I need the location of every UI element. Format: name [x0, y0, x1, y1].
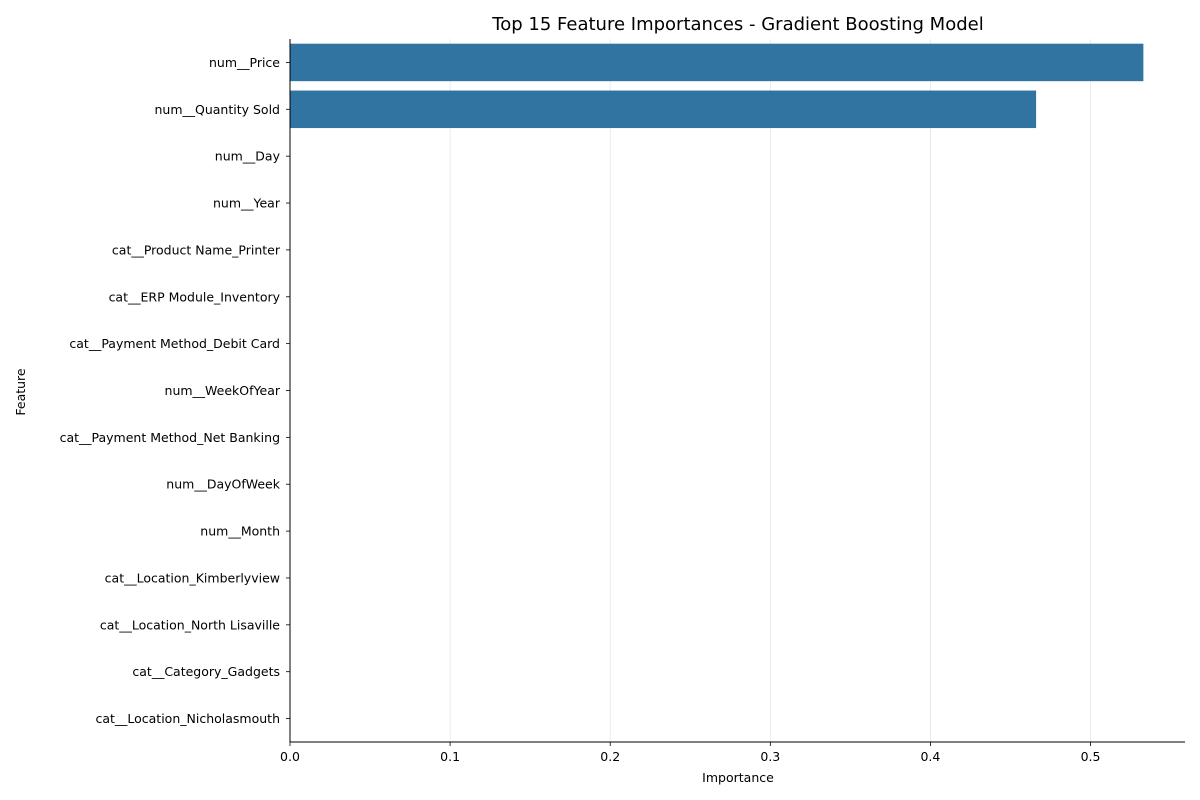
- y-tick-label: cat__Location_North Lisaville: [100, 617, 280, 632]
- y-tick-label: cat__Product Name_Printer: [112, 242, 281, 257]
- x-tick-label: 0.1: [440, 749, 460, 764]
- y-tick-label: num__Price: [209, 55, 280, 70]
- x-axis-label: Importance: [702, 770, 774, 785]
- y-tick-label: cat__Location_Nicholasmouth: [95, 711, 280, 726]
- y-tick-label: num__Quantity Sold: [154, 102, 280, 117]
- y-tick-label: num__DayOfWeek: [166, 477, 280, 492]
- y-tick-label: cat__Payment Method_Debit Card: [69, 336, 280, 351]
- bar: [290, 90, 1037, 129]
- y-tick-label: num__Month: [200, 524, 280, 539]
- x-tick-label: 0.4: [920, 749, 940, 764]
- x-tick-label: 0.5: [1081, 749, 1101, 764]
- y-tick-label: cat__Category_Gadgets: [132, 664, 280, 679]
- y-tick-label: cat__Payment Method_Net Banking: [60, 430, 280, 445]
- y-tick-label: num__Day: [215, 149, 281, 164]
- x-tick-label: 0.3: [760, 749, 780, 764]
- y-tick-label: cat__ERP Module_Inventory: [109, 289, 281, 304]
- x-tick-label: 0.2: [600, 749, 620, 764]
- chart-title: Top 15 Feature Importances - Gradient Bo…: [491, 14, 983, 35]
- y-tick-label: cat__Location_Kimberlyview: [105, 570, 280, 585]
- y-axis-label: Feature: [13, 368, 28, 416]
- x-tick-label: 0.0: [280, 749, 300, 764]
- axis-layer: num__Price num__Quantity Sold num__Day num_…: [60, 39, 1185, 764]
- y-tick-label: num__WeekOfYear: [165, 383, 281, 398]
- bar-layer: [290, 43, 1144, 129]
- bar: [290, 43, 1144, 82]
- y-tick-label: num__Year: [213, 196, 281, 211]
